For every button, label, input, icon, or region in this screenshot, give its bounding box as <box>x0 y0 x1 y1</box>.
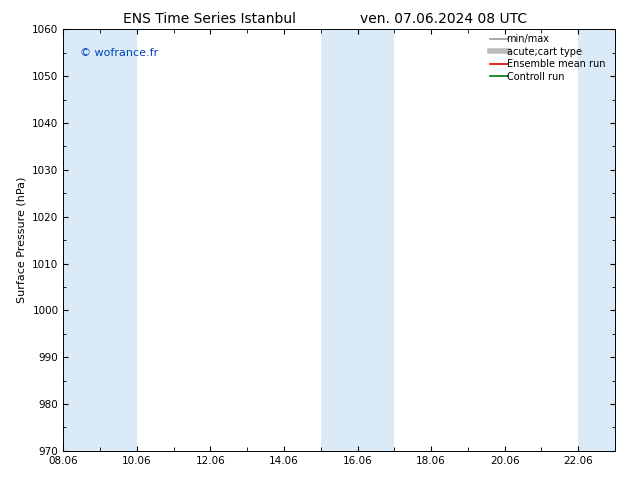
Legend: min/max, acute;cart type, Ensemble mean run, Controll run: min/max, acute;cart type, Ensemble mean … <box>488 32 612 83</box>
Text: © wofrance.fr: © wofrance.fr <box>80 49 158 58</box>
Bar <box>321 29 394 451</box>
Text: ENS Time Series Istanbul: ENS Time Series Istanbul <box>123 12 295 26</box>
Bar <box>63 29 137 451</box>
Y-axis label: Surface Pressure (hPa): Surface Pressure (hPa) <box>16 177 27 303</box>
Text: ven. 07.06.2024 08 UTC: ven. 07.06.2024 08 UTC <box>360 12 527 26</box>
Bar <box>578 29 615 451</box>
